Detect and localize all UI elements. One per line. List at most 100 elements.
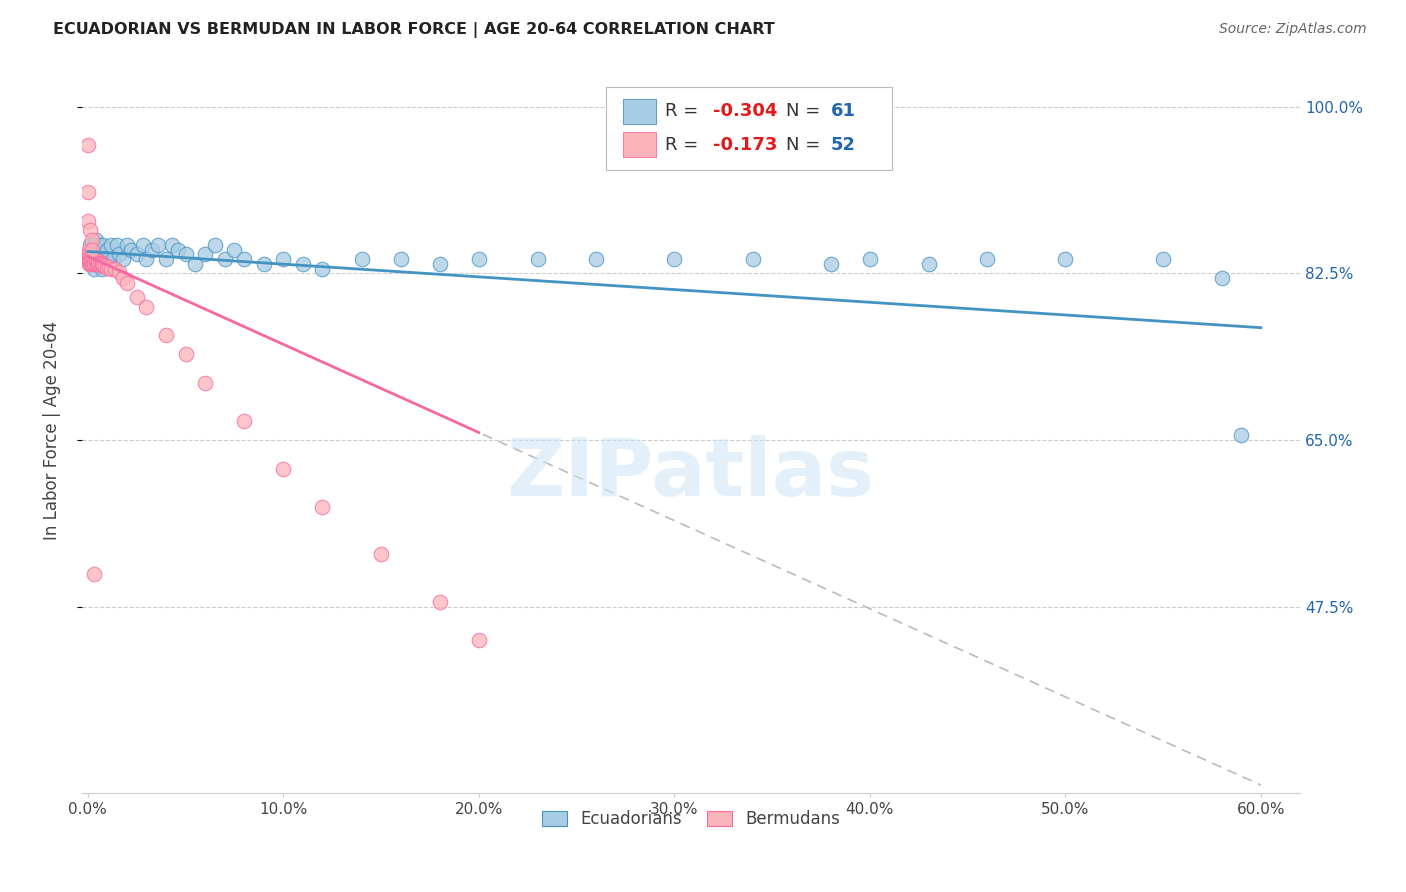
Point xyxy=(103,252,125,266)
Point xyxy=(820,257,842,271)
Point xyxy=(115,237,138,252)
Point xyxy=(214,252,236,266)
Point xyxy=(94,259,117,273)
Point xyxy=(135,300,157,314)
Point xyxy=(80,254,103,268)
Text: Source: ZipAtlas.com: Source: ZipAtlas.com xyxy=(1219,22,1367,37)
Point xyxy=(96,243,118,257)
Point xyxy=(160,237,183,252)
Point xyxy=(80,233,103,247)
Point xyxy=(94,257,117,271)
Point xyxy=(79,252,101,266)
Point xyxy=(86,257,108,271)
Point xyxy=(148,237,170,252)
Point xyxy=(859,252,882,266)
Point xyxy=(194,247,217,261)
Point xyxy=(370,548,392,562)
Point xyxy=(79,257,101,271)
Point xyxy=(83,254,105,268)
Point xyxy=(1054,252,1077,266)
Point xyxy=(131,237,153,252)
Point xyxy=(80,243,103,257)
Text: ZIPatlas: ZIPatlas xyxy=(506,435,875,513)
Point xyxy=(253,257,276,271)
Point xyxy=(90,256,112,270)
Point xyxy=(174,247,197,261)
Point xyxy=(273,461,295,475)
Point xyxy=(83,237,105,252)
Point xyxy=(184,257,207,271)
Point xyxy=(79,250,101,264)
Point xyxy=(115,276,138,290)
Point xyxy=(125,290,148,304)
Point xyxy=(141,243,163,257)
Point xyxy=(86,256,108,270)
Point xyxy=(80,252,103,266)
Point xyxy=(83,261,105,276)
Point xyxy=(83,257,105,271)
Point xyxy=(77,137,100,152)
Point xyxy=(84,254,107,268)
Point xyxy=(93,252,115,266)
Legend: Ecuadorians, Bermudans: Ecuadorians, Bermudans xyxy=(536,804,846,835)
Point xyxy=(93,259,115,273)
Point xyxy=(100,237,122,252)
Text: 52: 52 xyxy=(831,136,856,153)
Point xyxy=(429,595,451,609)
Point xyxy=(585,252,607,266)
Point xyxy=(135,252,157,266)
Point xyxy=(233,414,256,428)
Point xyxy=(976,252,998,266)
Point xyxy=(77,243,100,257)
Point xyxy=(125,247,148,261)
Point xyxy=(89,256,111,270)
Point xyxy=(83,252,105,266)
Point xyxy=(89,237,111,252)
Point xyxy=(84,252,107,266)
Point xyxy=(105,237,128,252)
Point xyxy=(1211,271,1233,285)
Point xyxy=(526,252,548,266)
Point xyxy=(80,257,103,271)
Point xyxy=(90,247,112,261)
Point xyxy=(90,257,112,271)
Point xyxy=(83,566,105,581)
Point xyxy=(79,223,101,237)
Point xyxy=(468,252,491,266)
Point xyxy=(291,257,314,271)
Point xyxy=(111,271,134,285)
Point xyxy=(90,261,112,276)
Point xyxy=(77,186,100,200)
Point xyxy=(89,252,111,266)
Point xyxy=(79,254,101,268)
FancyBboxPatch shape xyxy=(606,87,891,169)
Point xyxy=(80,252,103,266)
Text: N =: N = xyxy=(786,102,825,120)
Point xyxy=(194,376,217,390)
Point xyxy=(917,257,939,271)
Point xyxy=(1230,428,1253,442)
Point xyxy=(89,258,111,272)
Point xyxy=(350,252,373,266)
Point xyxy=(311,500,333,514)
Point xyxy=(77,257,100,271)
Point xyxy=(96,252,118,266)
Point xyxy=(104,261,127,276)
Point xyxy=(84,252,107,266)
Point xyxy=(273,252,295,266)
Text: -0.173: -0.173 xyxy=(713,136,778,153)
Point xyxy=(77,214,100,228)
Point xyxy=(83,256,105,270)
Point xyxy=(79,256,101,270)
Text: -0.304: -0.304 xyxy=(713,102,778,120)
Point xyxy=(155,328,177,343)
Point xyxy=(100,261,122,276)
Point xyxy=(80,243,103,257)
Text: 61: 61 xyxy=(831,102,856,120)
Point xyxy=(96,260,118,275)
FancyBboxPatch shape xyxy=(623,99,655,124)
Point xyxy=(86,243,108,257)
Point xyxy=(86,254,108,268)
Point xyxy=(174,347,197,361)
Point xyxy=(741,252,763,266)
